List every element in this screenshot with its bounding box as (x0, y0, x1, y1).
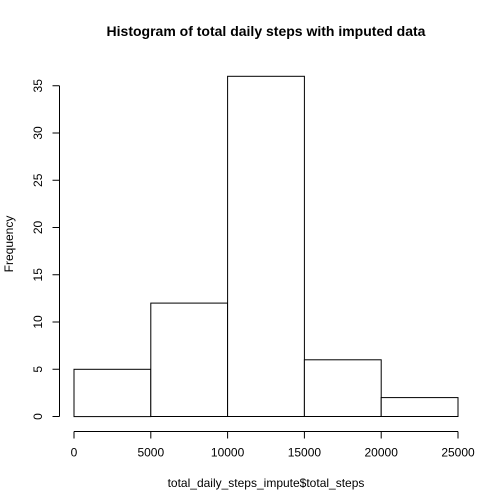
y-tick-label: 15 (31, 268, 45, 282)
x-tick-label: 10000 (211, 446, 245, 460)
y-tick-label: 10 (31, 315, 45, 329)
x-axis: 0 5000 10000 15000 20000 25000 (71, 431, 475, 460)
histogram-bar-3 (227, 75, 305, 418)
y-tick-label: 30 (31, 126, 45, 140)
histogram-bar-4 (303, 359, 382, 417)
bars-group (73, 75, 459, 418)
y-axis-label: Frequency (2, 216, 16, 273)
x-tick-label: 5000 (137, 446, 164, 460)
y-tick-label: 20 (31, 221, 45, 235)
x-tick-label: 0 (71, 446, 78, 460)
x-axis-label: total_daily_steps_impute$total_steps (168, 476, 365, 490)
y-tick-label: 5 (31, 366, 45, 373)
y-tick-label: 0 (31, 413, 45, 420)
histogram-bar-1 (73, 368, 152, 418)
x-tick-label: 15000 (288, 446, 322, 460)
histogram-bar-2 (150, 302, 229, 418)
y-tick-label: 25 (31, 173, 45, 187)
histogram-bar-5 (380, 397, 459, 418)
x-tick-label: 20000 (365, 446, 399, 460)
y-axis: 0 5 10 15 20 25 30 35 (31, 79, 60, 420)
chart-title: Histogram of total daily steps with impu… (107, 23, 426, 39)
x-tick-label: 25000 (441, 446, 475, 460)
y-tick-label: 35 (31, 79, 45, 93)
